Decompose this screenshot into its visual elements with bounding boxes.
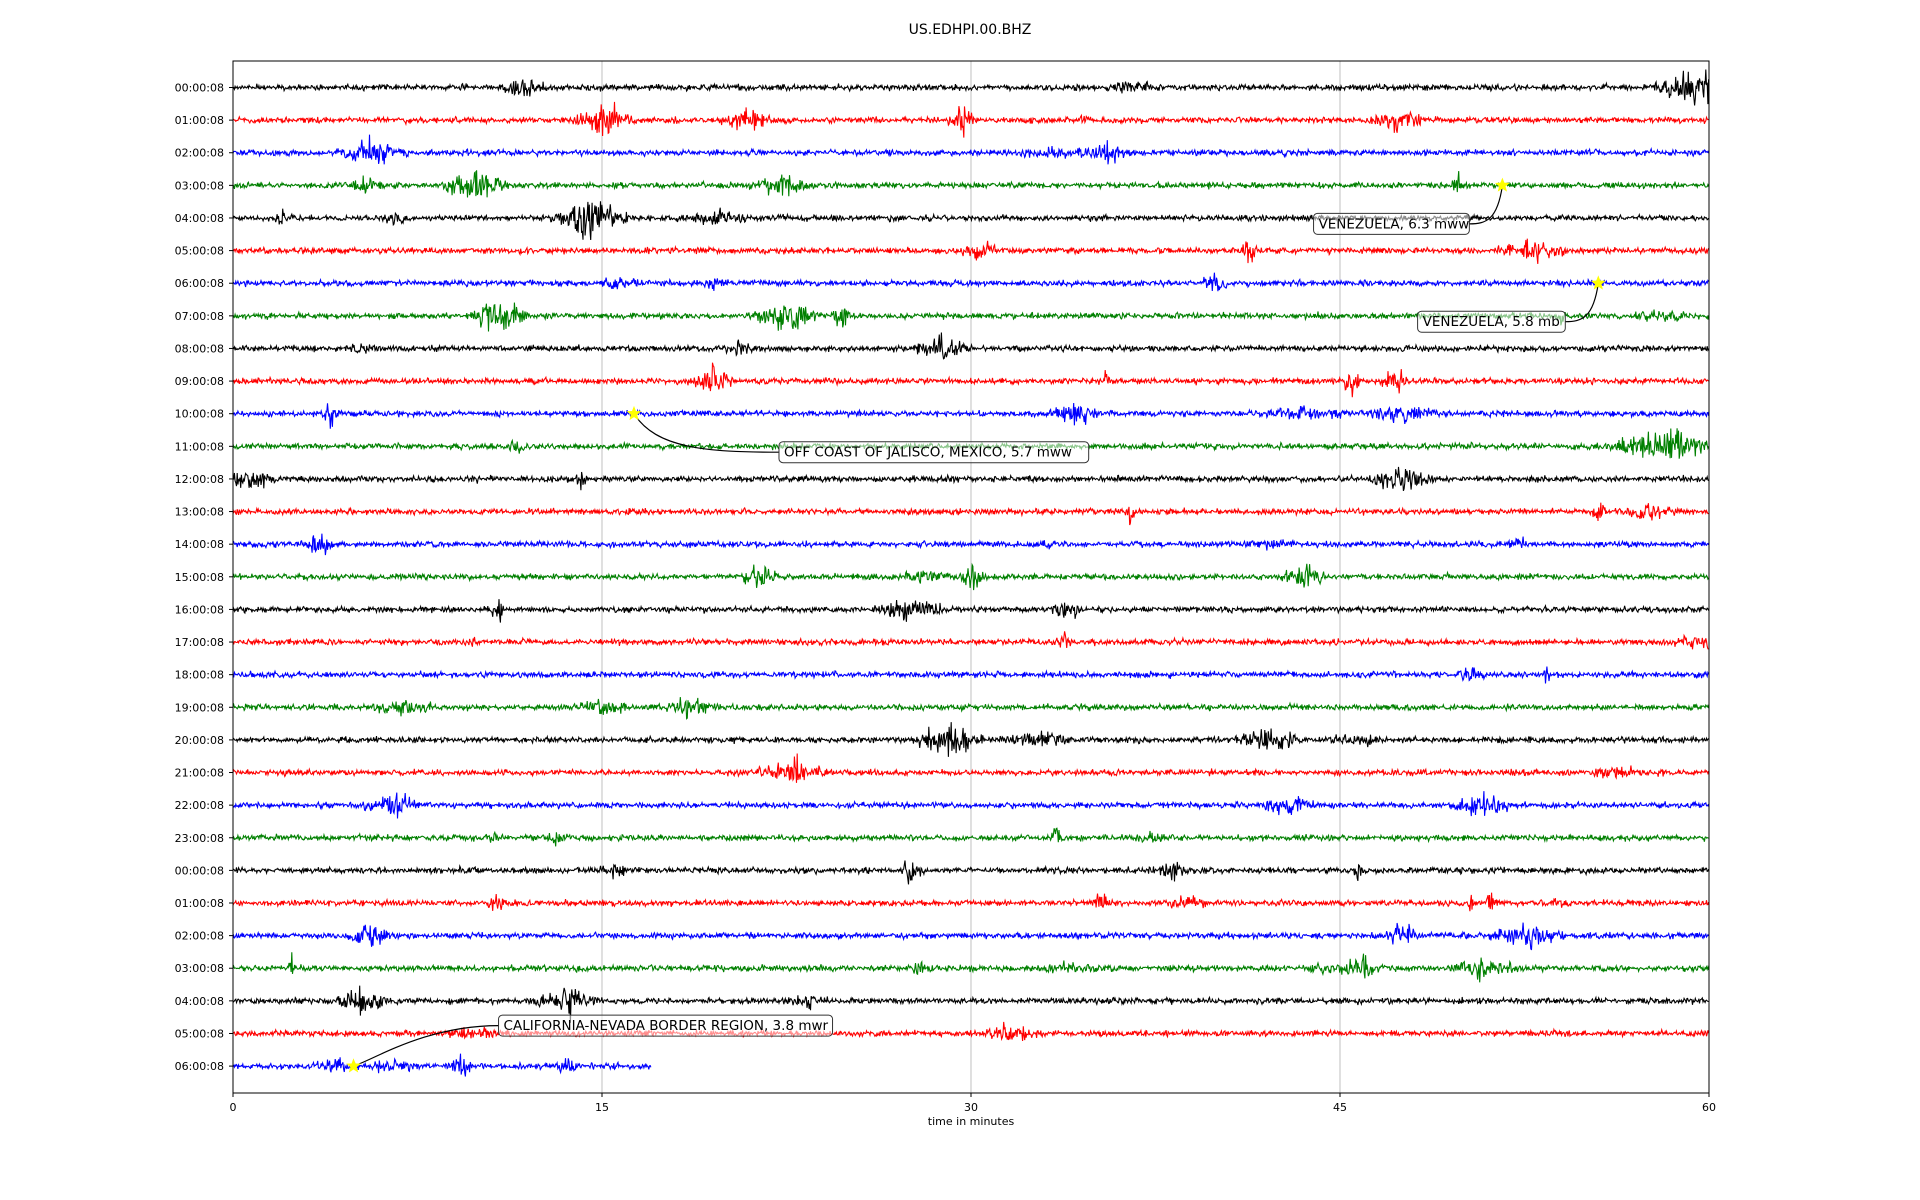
event-connector: [353, 1025, 499, 1067]
y-tick-label: 09:00:08: [175, 375, 224, 388]
y-tick-label: 21:00:08: [175, 767, 224, 780]
y-tick-label: 20:00:08: [175, 734, 224, 747]
y-tick-label: 19:00:08: [175, 701, 224, 714]
trace-line: [232, 631, 1709, 650]
y-tick-label: 08:00:08: [175, 342, 224, 355]
event-label: VENEZUELA, 6.3 mww: [1319, 216, 1470, 232]
trace-line: [232, 332, 1710, 360]
event-connector: [633, 413, 780, 453]
trace-line: [232, 402, 1710, 429]
trace-line: [232, 753, 1710, 783]
event-star-marker: [626, 405, 642, 421]
event-label-box: [498, 1014, 834, 1037]
trace-line: [232, 533, 1710, 556]
trace-line: [232, 985, 1709, 1023]
trace-line: [232, 272, 1710, 292]
y-tick-label: 10:00:08: [175, 408, 224, 421]
trace-line: [232, 466, 1709, 491]
trace-line: [232, 666, 1710, 684]
trace-line: [232, 827, 1709, 847]
trace-line: [232, 697, 1710, 720]
x-tick-label: 30: [964, 1101, 978, 1114]
y-tick-label: 05:00:08: [175, 1027, 224, 1040]
y-tick-label: 06:00:08: [175, 1060, 224, 1073]
trace-line: [232, 722, 1710, 757]
y-tick-label: 04:00:08: [175, 212, 224, 225]
y-tick-label: 06:00:08: [175, 277, 224, 290]
event-connector: [1469, 185, 1503, 225]
y-tick-label: 03:00:08: [175, 179, 224, 192]
y-tick-label: 18:00:08: [175, 669, 224, 682]
chart-title: US.EDHPI.00.BHZ: [909, 22, 1032, 38]
y-tick-label: 05:00:08: [175, 245, 224, 258]
event-star-marker: [346, 1058, 362, 1073]
trace-line: [232, 1021, 1710, 1042]
trace-line: [232, 892, 1710, 912]
y-tick-label: 00:00:08: [175, 864, 224, 877]
trace-line: [232, 134, 1710, 165]
trace-line: [232, 238, 1710, 264]
y-tick-labels: 00:00:08 01:00:08 02:00:08 03:00:08 04:00:08…: [175, 82, 233, 1073]
trace-line: [232, 599, 1710, 623]
y-tick-label: 12:00:08: [175, 473, 224, 486]
y-tick-label: 23:00:08: [175, 832, 224, 845]
y-tick-label: 07:00:08: [175, 310, 224, 323]
event-label: OFF COAST OF JALISCO, MEXICO, 5.7 mww: [784, 445, 1072, 461]
y-tick-label: 14:00:08: [175, 538, 224, 551]
trace-group: [232, 69, 1710, 1077]
trace-line: [232, 502, 1709, 526]
trace-line: [232, 362, 1709, 398]
y-tick-label: 04:00:08: [175, 995, 224, 1008]
y-tick-label: 03:00:08: [175, 962, 224, 975]
trace-line: [232, 562, 1710, 591]
event-label-box: [1313, 212, 1470, 235]
y-tick-label: 22:00:08: [175, 799, 224, 812]
event-label: VENEZUELA, 5.8 mb: [1423, 314, 1560, 330]
event-star-marker: [1590, 275, 1606, 290]
x-tick-label: 60: [1702, 1101, 1716, 1114]
trace-line: [232, 791, 1710, 819]
y-tick-label: 13:00:08: [175, 506, 224, 519]
y-tick-label: 02:00:08: [175, 930, 224, 943]
x-tick-labels: 0 15 30 45 60: [230, 1093, 1716, 1114]
y-tick-label: 11:00:08: [175, 440, 224, 453]
event-star-marker: [1494, 177, 1510, 192]
event-label-box: [778, 441, 1090, 464]
trace-line: [232, 1053, 652, 1077]
trace-line: [232, 952, 1710, 983]
x-tick-label: 45: [1333, 1101, 1347, 1114]
trace-line: [232, 860, 1710, 885]
y-tick-label: 02:00:08: [175, 147, 224, 160]
event-annotations: VENEZUELA, 6.3 mww VENEZUELA, 5.8 mb OFF C…: [346, 177, 1606, 1073]
x-axis-label: time in minutes: [928, 1115, 1015, 1128]
trace-line: [232, 170, 1710, 198]
y-tick-label: 15:00:08: [175, 571, 224, 584]
y-tick-label: 17:00:08: [175, 636, 224, 649]
event-connector: [1565, 283, 1599, 323]
trace-line: [232, 922, 1710, 951]
trace-line: [232, 69, 1710, 106]
y-tick-label: 00:00:08: [175, 82, 224, 95]
y-tick-label: 16:00:08: [175, 603, 224, 616]
event-label-box: [1417, 310, 1566, 333]
y-tick-label: 01:00:08: [175, 897, 224, 910]
x-tick-label: 15: [595, 1101, 609, 1114]
x-tick-label: 0: [230, 1101, 237, 1114]
event-label: CALIFORNIA-NEVADA BORDER REGION, 3.8 mwr: [504, 1018, 829, 1034]
y-tick-label: 01:00:08: [175, 114, 224, 127]
trace-line: [232, 101, 1709, 138]
